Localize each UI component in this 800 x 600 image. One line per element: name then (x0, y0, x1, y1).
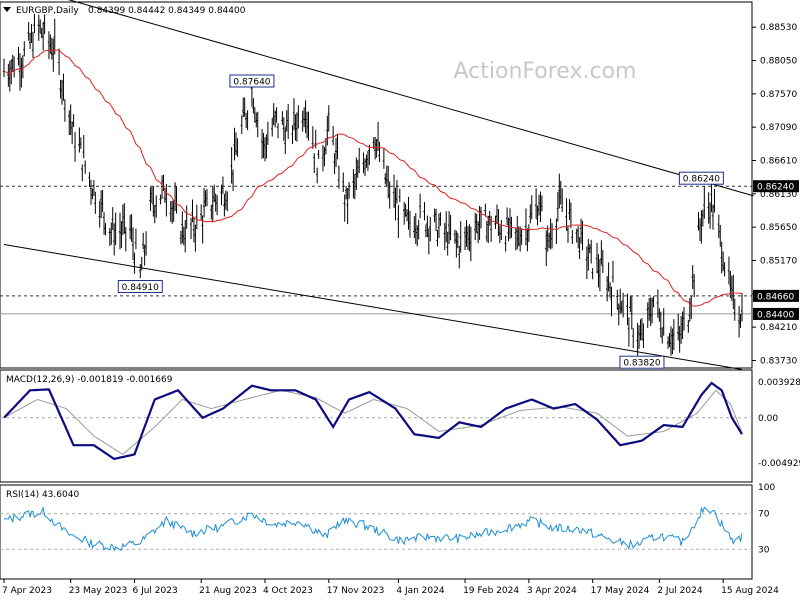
y-tick-label: 0.85170 (760, 256, 797, 266)
y-tick-label: 0.87090 (760, 123, 797, 133)
price-tag-box (753, 289, 799, 302)
channel-line (3, 244, 743, 370)
price-panel (0, 1, 753, 369)
annotation-box (619, 355, 665, 369)
channel-line (67, 0, 754, 197)
symbol-label: EURGBP,Daily (16, 6, 79, 16)
price-tag-label: 0.84660 (757, 292, 794, 302)
ohlc-label: 0.84399 0.84442 0.84349 0.84400 (88, 6, 246, 16)
price-tag-box (753, 180, 799, 193)
y-tick-label: 0.86130 (760, 190, 797, 200)
macd-layer (0, 381, 752, 461)
annotation-label: 0.84910 (122, 283, 159, 293)
x-tick-label: 23 May 2023 (69, 586, 128, 596)
price-annotation: 0.83820 (619, 355, 665, 369)
x-tick-label: 15 Aug 2024 (721, 586, 779, 596)
x-tick-label: 7 Apr 2023 (2, 586, 52, 596)
x-tick-label: 3 Apr 2024 (527, 586, 577, 596)
rsi-layer (0, 506, 752, 552)
rsi-tick-label: 70 (758, 510, 770, 520)
dropdown-triangle-icon[interactable] (3, 7, 11, 12)
x-tick-label: 17 Nov 2023 (327, 586, 385, 596)
price-tag-label: 0.86240 (757, 183, 794, 193)
price-tag-box (753, 307, 799, 320)
annotation-label: 0.87640 (233, 78, 270, 88)
x-tick-label: 4 Jan 2024 (396, 586, 444, 596)
x-tick-label: 19 Feb 2024 (463, 586, 519, 596)
price-tag: 0.84660 (753, 289, 799, 302)
annotation-label: 0.86240 (683, 175, 720, 185)
annotation-box (229, 74, 275, 88)
macd-panel (0, 369, 753, 483)
x-tick-label: 6 Jul 2023 (132, 586, 177, 596)
price-annotation: 0.87640 (229, 74, 275, 88)
rsi-line (3, 506, 743, 552)
watermark: ActionForex.com (454, 59, 637, 84)
macd-tick-label: 0.003928 (758, 378, 800, 388)
y-tick-label: 0.83730 (760, 356, 797, 366)
y-tick-label: 0.88530 (760, 23, 797, 33)
rsi-tick-label: 100 (758, 483, 775, 493)
macd-tick-label: 0.00 (758, 414, 778, 424)
rsi-title: RSI(14) 43.6040 (6, 490, 79, 500)
price-tag: 0.86240 (753, 180, 799, 193)
y-tick-label: 0.88050 (760, 57, 797, 67)
macd-line (3, 381, 743, 461)
macd-signal-line (3, 389, 743, 456)
y-tick-label: 0.84210 (760, 323, 797, 333)
annotation-box (678, 171, 724, 185)
price-tag: 0.84400 (753, 307, 799, 320)
price-annotation: 0.84910 (117, 280, 163, 294)
macd-title: MACD(12,26,9) -0.001819 -0.001669 (6, 375, 173, 385)
x-tick-label: 21 Aug 2023 (199, 586, 257, 596)
annotation-box (117, 280, 163, 294)
price-layer: 0.87640 0.84910 0.83820 0.86240 (0, 0, 754, 370)
price-annotation: 0.86240 (678, 171, 724, 185)
price-tag-label: 0.84400 (757, 310, 794, 320)
x-tick-label: 4 Oct 2023 (263, 586, 313, 596)
annotation-label: 0.83820 (623, 359, 660, 369)
rsi-tick-label: 30 (758, 545, 770, 555)
y-tick-label: 0.86610 (760, 157, 797, 167)
y-tick-label: 0.85650 (760, 223, 797, 233)
x-tick-label: 2 Jul 2024 (657, 586, 702, 596)
macd-tick-label: -0.004929 (758, 459, 800, 469)
moving-average-line (3, 49, 743, 307)
axis-layer: 0.88530 0.88050 0.87570 0.87090 0.86610 0.861… (2, 23, 800, 596)
y-tick-label: 0.87570 (760, 90, 797, 100)
x-tick-label: 17 May 2024 (591, 586, 650, 596)
rsi-panel (0, 484, 753, 580)
